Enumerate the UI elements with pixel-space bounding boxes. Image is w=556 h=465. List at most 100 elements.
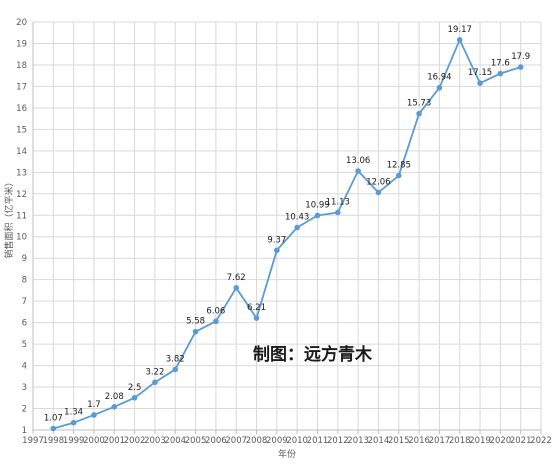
x-tick-label: 2000 [83,436,105,446]
data-point [294,224,300,231]
x-tick-label: 2001 [103,436,125,446]
data-label: 12.85 [387,161,411,171]
data-label: 7.62 [227,273,246,283]
y-tick-label: 14 [16,147,27,157]
data-point [274,247,280,254]
data-point [213,318,219,325]
data-point [335,209,341,216]
data-point [152,379,158,386]
data-point [395,172,402,179]
x-tick-label: 2013 [347,436,369,446]
data-labels: 1.071.34 1.7 2.08 2.53.223.82 5.586.06 7.62 6.… [44,25,530,424]
x-tick-label: 2006 [205,436,227,446]
data-points [50,37,524,432]
gridlines [33,21,542,430]
data-point [253,315,260,321]
data-point [436,84,443,91]
data-point [91,412,97,418]
data-point [131,394,138,401]
data-label: 9.37 [267,235,286,245]
x-tick-label: 2012 [327,436,349,446]
y-tick-label: 4 [22,362,27,372]
data-point [355,168,361,174]
x-tick-label: 2020 [490,436,512,446]
data-point [497,70,504,77]
y-tick-label: 19 [16,39,27,49]
x-tick-label: 1999 [63,436,85,446]
x-tick-label: 2004 [164,436,186,446]
y-tick-label: 8 [22,276,27,286]
x-tick-label: 2014 [368,436,390,446]
data-label: 3.82 [166,354,185,364]
y-tick-label: 18 [16,61,27,71]
y-tick-label: 7 [22,297,27,307]
data-label: 5.58 [186,317,205,327]
data-label: 17.9 [511,52,530,62]
series-line [53,38,521,430]
x-tick-label: 2011 [307,436,329,446]
y-tick-label: 2 [22,405,27,415]
data-label: 2.5 [128,383,142,393]
x-tick-label: 2015 [388,436,410,446]
data-label: 15.73 [407,99,431,109]
watermark-text: 制图：远方青木 [253,344,373,365]
x-tick-label: 2017 [429,436,451,446]
y-tick-label: 15 [16,125,27,135]
y-tick-label: 11 [16,211,27,221]
data-point [375,189,382,196]
data-label: 10.99 [305,200,329,210]
x-tick-label: 2008 [246,436,268,446]
x-tick-label: 2016 [408,436,430,446]
x-tick-label: 2009 [266,436,288,446]
series-polyline [53,38,521,430]
y-tick-label: 5 [22,340,27,350]
data-label: 10.43 [285,213,309,223]
y-tick-label: 9 [22,254,27,264]
x-tick-label: 2018 [449,436,471,446]
y-tick-label: 1 [22,426,27,436]
x-tick-label: 2007 [225,436,247,446]
x-tick-label: 2021 [510,436,532,446]
x-tick-label: 2019 [469,436,491,446]
data-label: 13.06 [346,156,370,166]
x-axis-title: 年份 [278,448,296,460]
y-tick-label: 3 [22,383,27,393]
x-tick-label: 2005 [185,436,207,446]
y-tick-label: 20 [16,18,27,28]
data-point [456,37,463,43]
data-point [111,404,118,410]
data-point [192,328,199,335]
data-label: 6.06 [206,306,225,316]
y-tick-label: 13 [16,168,27,178]
y-tick-label: 12 [16,190,27,200]
x-tick-label: 1998 [42,436,64,446]
data-point [50,425,57,432]
data-label: 1.34 [64,408,83,418]
data-label: 17.6 [491,59,510,69]
data-label: 2.08 [105,392,124,402]
data-label: 6.21 [247,303,266,313]
data-point [477,80,483,86]
data-label: 19.17 [448,25,472,35]
data-label: 12.06 [366,178,390,188]
data-point [416,110,422,117]
x-tick-label: 2022 [530,436,552,446]
data-label: 1.7 [87,400,101,410]
data-point [233,285,239,291]
y-tick-label: 6 [22,319,27,329]
data-label: 17.15 [468,68,492,78]
axes [32,22,542,434]
x-tick-label: 2002 [124,436,146,446]
data-point [70,419,77,426]
data-label: 16.94 [427,73,451,83]
x-tick-label: 1997 [22,436,44,446]
x-tick-label: 2003 [144,436,166,446]
data-label: 1.07 [44,413,63,423]
data-label: 11.13 [326,197,350,207]
data-point [517,64,524,70]
y-tick-label: 17 [16,82,27,92]
x-tick-label: 2010 [286,436,308,446]
x-tick-labels: 1997199819992000200120022003200420052006… [22,436,552,446]
